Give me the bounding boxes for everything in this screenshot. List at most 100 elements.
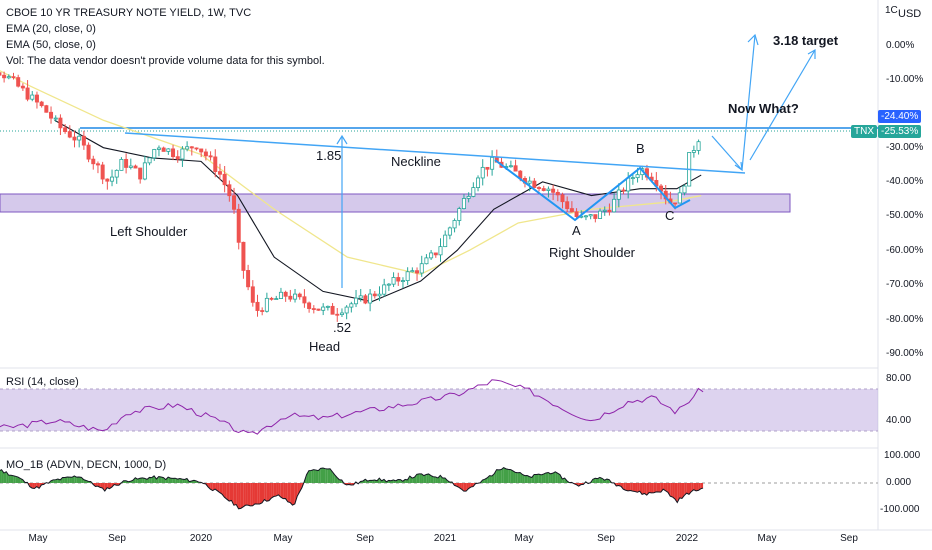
candle-body	[433, 252, 438, 256]
osc-segment	[520, 472, 523, 483]
candle-body	[16, 77, 21, 87]
osc-segment	[217, 483, 220, 493]
candle-body	[49, 111, 54, 119]
price-badge-resistance: -24.40%	[878, 110, 922, 123]
candle-body	[452, 220, 457, 229]
candle-body	[110, 176, 115, 182]
osc-segment	[691, 483, 694, 492]
candle-body	[81, 135, 86, 146]
candle-body	[161, 147, 166, 152]
osc-segment	[100, 483, 103, 489]
osc-segment	[327, 468, 331, 483]
osc-segment	[287, 483, 291, 503]
candle-body	[241, 241, 246, 271]
now-what-label: Now What?	[728, 101, 799, 116]
ema50-path	[0, 70, 702, 275]
osc-segment	[693, 483, 697, 491]
candle-body	[203, 151, 208, 157]
candle-body	[20, 85, 25, 89]
osc-segment	[142, 477, 145, 483]
osc-segment	[158, 476, 162, 483]
candle-body	[166, 148, 171, 152]
osc-segment	[325, 468, 328, 483]
osc-segment	[405, 479, 408, 483]
currency-label[interactable]: USD	[898, 8, 922, 20]
candle-body	[354, 297, 359, 305]
osc-segment	[8, 475, 11, 483]
osc-segment	[552, 471, 556, 483]
osc-segment	[60, 477, 63, 483]
osc-segment	[696, 483, 699, 491]
candle-body	[77, 135, 82, 141]
x-label: Sep	[597, 533, 615, 544]
osc-segment	[517, 472, 521, 483]
osc-segment	[339, 479, 342, 483]
candle-body	[105, 178, 110, 182]
measure-label: 1.85	[316, 148, 342, 163]
projection-up	[741, 34, 756, 171]
candle-body	[602, 209, 607, 212]
osc-segment	[658, 483, 661, 493]
candle-body	[264, 297, 269, 312]
candle-body	[330, 305, 335, 315]
candles	[0, 71, 701, 322]
osc-segment	[212, 483, 216, 491]
ema50-line	[0, 70, 702, 275]
osc-segment	[231, 483, 234, 506]
candle-body	[541, 188, 546, 191]
x-label: 2022	[675, 533, 699, 544]
osc-segment	[175, 478, 178, 483]
candle-body	[372, 293, 377, 297]
osc-segment	[34, 483, 37, 489]
osc-segment	[369, 480, 373, 483]
osc-segment	[606, 479, 610, 483]
osc-segment	[646, 483, 650, 496]
candle-body	[438, 246, 443, 256]
candle-body	[673, 202, 678, 205]
candle-body	[419, 263, 424, 274]
osc-segment	[536, 474, 539, 483]
y-label: -80.00%	[886, 314, 924, 325]
osc-segment	[635, 483, 638, 493]
rsi-path	[0, 379, 704, 435]
osc-segment	[308, 470, 312, 483]
osc-segment	[273, 483, 277, 497]
osc-segment	[243, 483, 246, 507]
candle-body	[124, 158, 129, 168]
osc-segment	[412, 477, 415, 483]
candle-body	[344, 306, 349, 314]
osc-segment	[320, 467, 323, 483]
support-zone	[0, 193, 791, 213]
osc-segment	[147, 477, 150, 483]
osc-segment	[233, 483, 237, 506]
candle-body	[152, 149, 157, 159]
osc-segment	[238, 483, 241, 509]
osc-segment	[177, 478, 180, 483]
osc-segment	[170, 478, 173, 483]
osc-y-label: -100.000	[880, 504, 920, 515]
candle-body	[574, 211, 579, 218]
candle-body	[508, 165, 513, 168]
osc-segment	[555, 471, 558, 483]
osc-segment	[508, 469, 511, 483]
osc-segment	[330, 468, 333, 483]
osc-segment	[501, 467, 504, 483]
candle-body	[424, 257, 429, 265]
candle-body	[119, 158, 124, 171]
osc-segment	[545, 472, 549, 483]
osc-segment	[53, 479, 56, 483]
osc-segment	[229, 483, 232, 502]
osc-segment	[677, 483, 680, 503]
candle-body	[583, 215, 588, 218]
candle-body	[476, 177, 481, 188]
candle-body	[363, 295, 368, 304]
left-shoulder-label: Left Shoulder	[110, 224, 188, 239]
osc-segment	[71, 475, 75, 483]
osc-segment	[595, 478, 598, 483]
osc-y-label: 0.000	[886, 477, 912, 488]
candle-body	[255, 301, 260, 311]
osc-segment	[430, 475, 434, 483]
y-label: -60.00%	[886, 245, 924, 256]
osc-segment	[3, 471, 7, 483]
candle-body	[565, 201, 570, 209]
